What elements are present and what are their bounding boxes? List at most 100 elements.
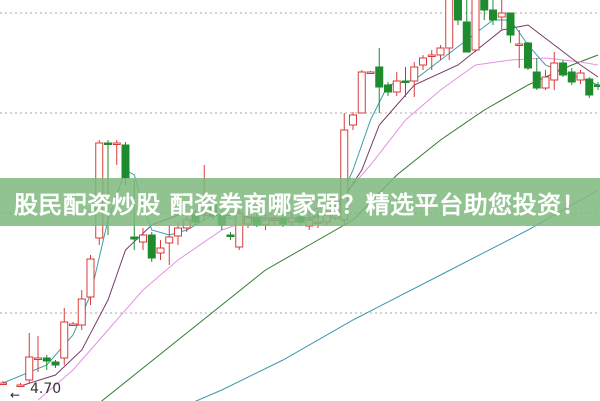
- candle-body: [60, 321, 69, 359]
- ma30-line: [100, 54, 599, 401]
- candle-body: [156, 247, 165, 254]
- candle-body: [567, 71, 576, 83]
- candle-down: [42, 355, 51, 370]
- candle-up: [69, 322, 77, 326]
- candle-body: [147, 234, 156, 259]
- candle-down: [384, 82, 392, 96]
- candle-body: [69, 323, 77, 326]
- candle-body: [410, 66, 419, 82]
- candle-body: [174, 227, 182, 237]
- candle-up: [471, 0, 480, 52]
- candle-body: [489, 9, 497, 21]
- candle-up: [550, 52, 559, 90]
- candle-body: [436, 47, 445, 56]
- candle-up: [497, 0, 506, 30]
- candle-down: [454, 0, 462, 25]
- candle-body: [594, 84, 600, 87]
- candle-body: [585, 78, 594, 96]
- candle-body: [541, 76, 550, 89]
- banner-text: 股民配资炒股 配资券商哪家强？精选平台助您投资！: [13, 190, 587, 219]
- candle-body: [401, 80, 410, 83]
- candle-body: [139, 234, 147, 243]
- candle-body: [112, 142, 121, 145]
- candle-body: [497, 12, 506, 18]
- candle-down: [147, 232, 156, 262]
- candle-down: [567, 68, 576, 85]
- candle-down: [506, 12, 515, 43]
- candle-down: [585, 77, 594, 98]
- candle-body: [506, 12, 515, 36]
- candle-body: [0, 382, 7, 385]
- candle-body: [419, 57, 427, 66]
- candle-up: [77, 290, 86, 330]
- candle-up: [366, 71, 375, 74]
- candle-down: [559, 60, 567, 77]
- candle-up: [427, 50, 436, 70]
- candle-down: [462, 0, 471, 53]
- candle-body: [480, 0, 489, 11]
- candle-body: [51, 361, 60, 366]
- candle-body: [165, 236, 174, 244]
- candle-body: [86, 258, 95, 298]
- candle-up: [515, 30, 524, 68]
- low-price-label: 4.70: [30, 381, 62, 397]
- candle-body: [16, 384, 25, 387]
- candle-body: [226, 234, 235, 237]
- candle-down: [51, 360, 60, 368]
- candle-body: [42, 357, 51, 362]
- candle-up: [156, 240, 165, 260]
- candle-up: [34, 336, 42, 372]
- candle-up: [60, 308, 69, 365]
- candle-up: [16, 383, 25, 387]
- arrow-left-icon: ←: [10, 388, 21, 401]
- candle-body: [392, 80, 401, 93]
- candle-body: [427, 54, 436, 57]
- candle-body: [576, 72, 585, 81]
- candle-up: [165, 225, 174, 265]
- candle-up: [392, 72, 401, 96]
- candle-body: [77, 298, 86, 326]
- candle-up: [349, 112, 357, 130]
- candle-up: [86, 255, 95, 305]
- candle-body: [121, 144, 130, 179]
- candle-body: [454, 0, 462, 21]
- candle-up: [436, 45, 445, 60]
- candle-down: [532, 58, 541, 90]
- candle-body: [471, 0, 480, 51]
- candle-down: [489, 0, 497, 25]
- candle-down: [480, 0, 489, 20]
- candle-body: [366, 71, 375, 74]
- candle-up: [419, 55, 427, 70]
- candle-up: [410, 62, 419, 97]
- candle-up: [357, 70, 366, 114]
- candle-down: [594, 82, 600, 90]
- candle-up: [445, 0, 454, 60]
- candle-body: [462, 21, 471, 53]
- candle-down: [226, 232, 235, 240]
- ad-banner[interactable]: 股民配资炒股 配资券商哪家强？精选平台助您投资！: [0, 178, 600, 226]
- candle-body: [357, 71, 366, 114]
- candle-body: [515, 43, 524, 46]
- candle-body: [532, 71, 541, 89]
- candle-up: [112, 140, 121, 165]
- candle-down: [401, 67, 410, 97]
- candle-body: [550, 62, 559, 81]
- candle-body: [349, 114, 357, 126]
- candle-body: [445, 0, 454, 49]
- candle-body: [130, 236, 139, 240]
- ma20-line: [37, 57, 599, 401]
- candle-up: [0, 381, 7, 385]
- candle-body: [384, 84, 392, 93]
- candle-down: [524, 42, 532, 70]
- candle-down: [375, 48, 384, 113]
- candle-body: [375, 66, 384, 88]
- candle-body: [524, 42, 532, 69]
- candle-body: [25, 356, 34, 381]
- candle-up: [576, 70, 585, 84]
- candle-body: [34, 357, 42, 360]
- candle-body: [104, 142, 112, 145]
- candle-up: [541, 70, 550, 90]
- candle-body: [559, 62, 567, 76]
- candle-up: [25, 333, 34, 383]
